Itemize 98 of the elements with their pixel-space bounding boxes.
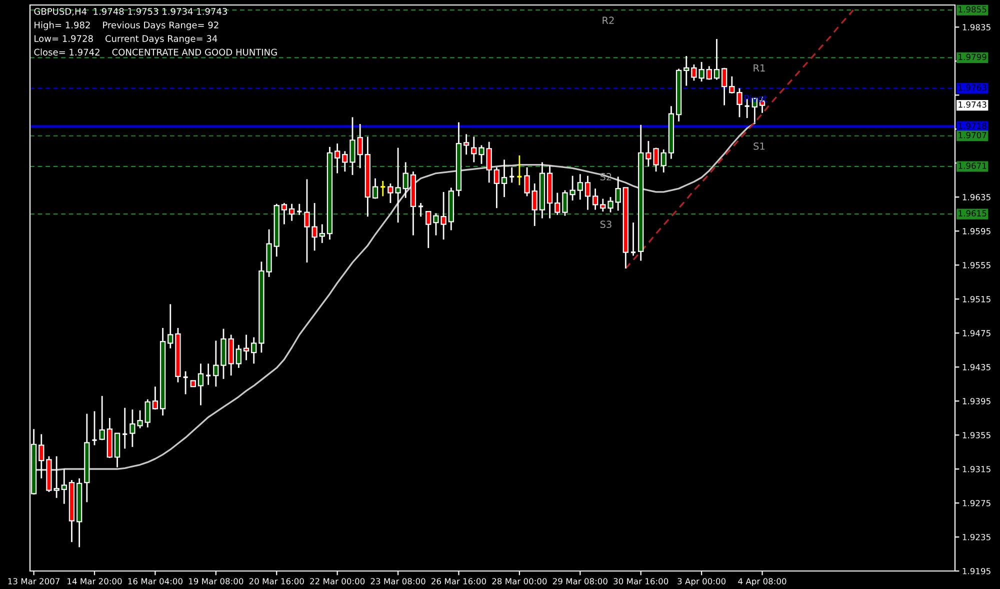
y-tick-label: 1.9835 [962, 24, 990, 30]
candlestick [357, 123, 363, 169]
candlestick [577, 173, 583, 200]
candlestick [198, 362, 204, 406]
candlestick [61, 468, 67, 505]
candlestick [592, 188, 598, 211]
y-tick-label: 1.9435 [962, 364, 990, 370]
candlestick [471, 136, 477, 163]
candlestick [721, 67, 728, 106]
x-tick-label: 4 Apr 08:00 [738, 578, 786, 586]
x-tick-label: 19 Mar 08:00 [189, 578, 244, 584]
candlestick [494, 166, 500, 209]
x-tick-label: 20 Mar 16:00 [249, 578, 304, 584]
y-tick-label: 1.9315 [962, 466, 990, 472]
candlestick [236, 344, 242, 369]
annotation: 1.9763 [958, 84, 986, 91]
candlestick [114, 432, 120, 468]
candlestick [281, 202, 288, 225]
y-tick-label: 1.9355 [962, 432, 990, 438]
candlestick [660, 148, 666, 174]
candlestick [554, 192, 560, 216]
candlestick [251, 336, 257, 364]
annotation: 1.9855 [958, 6, 986, 13]
line-series [624, 9, 854, 270]
candlestick [288, 203, 295, 222]
candlestick [350, 116, 356, 176]
y-tick-label: 1.9475 [962, 330, 990, 336]
x-tick-label: 30 Mar 16:00 [614, 578, 668, 584]
candlestick [168, 303, 174, 350]
x-tick-label: 3 Apr 00:00 [678, 578, 726, 586]
candlestick [463, 133, 470, 156]
candlestick [99, 395, 105, 441]
candlestick [122, 407, 128, 450]
candlestick [736, 88, 742, 118]
candlestick [615, 176, 621, 212]
candlestick [524, 166, 530, 197]
ref-line-label: S3 [600, 220, 612, 228]
candlestick [714, 38, 720, 80]
candlestick [205, 362, 212, 386]
x-tick-label: 13 Mar 2007 [8, 578, 60, 584]
candlestick [342, 150, 348, 172]
candlestick [486, 141, 492, 184]
candlestick [508, 166, 515, 184]
candlestick [91, 410, 98, 446]
annotation: 1.9671 [958, 162, 986, 169]
annotation: 1.9799 [958, 54, 986, 60]
candlestick [426, 210, 432, 249]
candlestick [501, 158, 508, 198]
x-tick-label: 16 Mar 04:00 [128, 578, 182, 584]
candlestick [213, 340, 219, 388]
candlestick [402, 162, 408, 199]
annotation: Low= 1.9728 Current Days Range= 34 [34, 35, 218, 44]
candlestick [296, 203, 302, 216]
ref-line-label: R1 [754, 64, 765, 72]
annotation: GBPUSD,H4 1.9748 1.9753 1.9734 1.9743 [34, 8, 228, 16]
annotation: 1.9743 [958, 101, 986, 108]
ref-line-label: S1 [754, 142, 765, 150]
candlestick [334, 142, 340, 174]
candlestick [418, 202, 424, 218]
candlestick [152, 386, 158, 410]
candlestick [319, 224, 325, 244]
candlestick [478, 144, 484, 165]
candlestick [182, 370, 189, 395]
x-tick-label: 22 Mar 00:00 [310, 578, 365, 584]
candlestick [38, 433, 44, 480]
x-tick-label: 14 Mar 20:00 [68, 578, 122, 584]
candlestick [516, 154, 523, 186]
x-tick-label: 29 Mar 08:00 [552, 578, 608, 584]
candlestick [372, 178, 378, 200]
ref-line-label: R2 [602, 16, 614, 24]
y-tick-label: 1.9235 [962, 534, 990, 540]
annotation: 1.9615 [958, 210, 986, 216]
x-tick-label: 28 Mar 00:00 [492, 578, 547, 584]
candlestick [600, 198, 606, 212]
candlestick [144, 398, 150, 428]
annotation: 1.9718 [958, 122, 986, 129]
x-tick-label: 26 Mar 16:00 [432, 578, 486, 584]
y-tick-label: 1.9555 [962, 262, 990, 268]
annotation: Close= 1.9742 CONCENTRATE AND GOOD HUNTING [34, 48, 277, 56]
candlestick [684, 55, 690, 86]
candlestick [630, 222, 636, 256]
y-tick-label: 1.9595 [962, 228, 990, 234]
ref-line-label: Pivot [744, 94, 768, 102]
candlestick [706, 65, 712, 80]
y-tick-label: 1.9275 [962, 500, 990, 506]
candlestick [729, 76, 735, 94]
y-tick-label: 1.9195 [962, 568, 990, 574]
y-tick-label: 1.9395 [962, 398, 990, 404]
candlestick [380, 180, 386, 197]
candlestick [243, 334, 250, 361]
y-tick-label: 1.9635 [962, 194, 990, 200]
annotation: High= 1.982 Previous Days Range= 92 [34, 21, 218, 30]
annotation: 1.9707 [958, 132, 986, 138]
y-tick-label: 1.9515 [962, 296, 990, 302]
candlestick [608, 196, 614, 214]
candlestick [584, 175, 591, 211]
candlestick [532, 182, 538, 227]
x-tick-label: 23 Mar 08:00 [370, 578, 426, 584]
